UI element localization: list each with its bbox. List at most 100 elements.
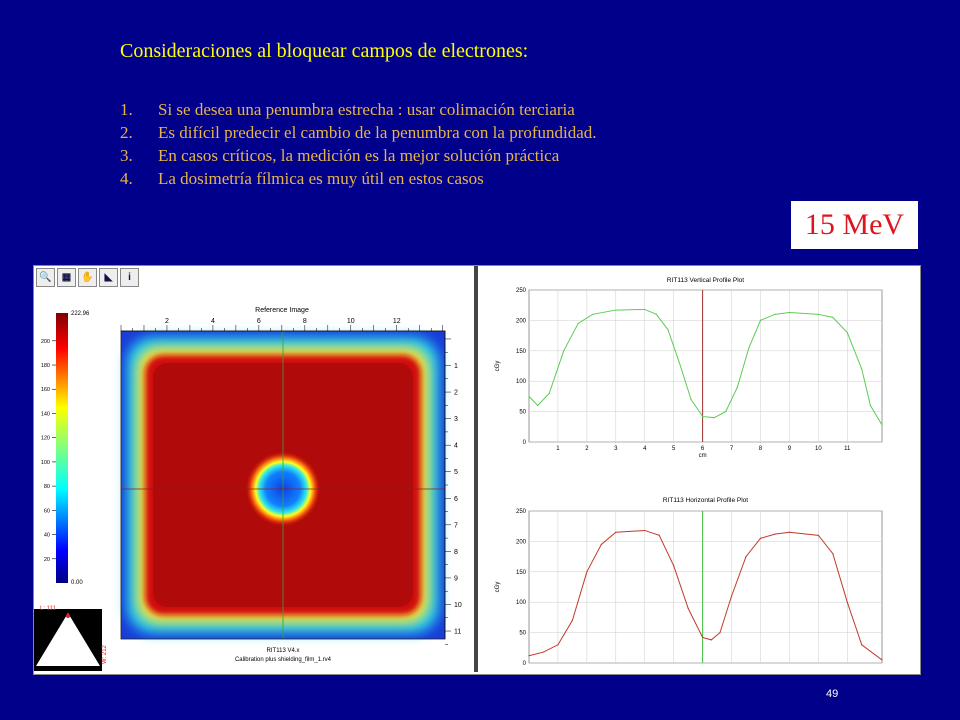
colorbar-tick-label: 200 xyxy=(41,339,50,345)
width-label: W: 212 xyxy=(102,644,108,664)
data-point xyxy=(788,311,791,314)
data-point xyxy=(759,319,762,321)
zoom-icon[interactable]: 🔍 xyxy=(36,268,55,287)
profile-line xyxy=(528,308,883,426)
image-canvas: 200 180 160 140 120 100 80 60 40 20 222.96 0.00 R… xyxy=(34,307,462,671)
data-point xyxy=(673,565,675,567)
energy-badge: 15 MeV xyxy=(791,201,918,249)
colorbar-tick-label: 20 xyxy=(44,557,50,563)
data-point xyxy=(788,531,791,533)
grid-icon[interactable]: ▦ xyxy=(57,268,76,287)
data-point xyxy=(655,313,657,315)
image-top-tick-label: 4 xyxy=(211,318,215,325)
image-right-tick-label: 6 xyxy=(454,496,458,503)
data-point xyxy=(615,309,617,311)
colorbar xyxy=(56,313,68,583)
data-point xyxy=(600,543,602,546)
list-item: 1. Si se desea una penumbra estrecha : u… xyxy=(120,98,597,121)
image-filename: Calibration plus shielding_film_1.rv4 xyxy=(235,657,332,663)
list-item: 2. Es difícil predecir el cambio de la p… xyxy=(120,121,597,144)
image-right-tick-label: 1 xyxy=(454,363,458,370)
data-point xyxy=(745,556,747,558)
y-tick-label: 100 xyxy=(516,379,527,385)
data-point xyxy=(861,368,863,370)
y-tick-label: 200 xyxy=(516,318,527,324)
profile-plots: RIT113 Vertical Profile Plot050100150200… xyxy=(495,277,883,667)
data-point xyxy=(658,534,660,536)
colorbar-tick-label: 60 xyxy=(44,508,50,514)
window-level-control[interactable]: L: 111 W: 212 xyxy=(34,606,108,671)
image-top-tick-label: 8 xyxy=(303,318,307,325)
data-point xyxy=(557,644,559,646)
colorbar-tick-label: 120 xyxy=(41,436,50,442)
pan-hand-icon[interactable]: ✋ xyxy=(78,268,97,287)
info-icon[interactable]: i xyxy=(120,268,139,287)
profile-chart: RIT113 Horizontal Profile Plot 0 50 100 150 2… xyxy=(495,497,883,667)
data-point xyxy=(690,398,692,401)
colorbar-tick-label: 160 xyxy=(41,387,50,393)
data-point xyxy=(592,313,594,315)
image-top-tick-label: 12 xyxy=(393,318,401,325)
data-point xyxy=(667,328,669,331)
plot-icon[interactable]: ◣ xyxy=(99,268,118,287)
list-item-text: En casos críticos, la medición es la mej… xyxy=(158,146,560,165)
colorbar-min-label: 0.00 xyxy=(71,580,83,586)
data-point xyxy=(687,607,689,609)
y-tick-label: 0 xyxy=(523,440,527,446)
data-point xyxy=(832,316,834,318)
data-point xyxy=(861,644,863,646)
image-top-tick-label: 2 xyxy=(165,318,169,325)
image-top-tick-label: 6 xyxy=(257,318,261,325)
x-tick-label: 8 xyxy=(759,446,763,452)
image-title: Reference Image xyxy=(255,307,309,314)
y-tick-label: 200 xyxy=(516,539,527,545)
x-tick-label: 5 xyxy=(672,446,676,452)
data-point xyxy=(846,601,848,603)
x-tick-label: 1 xyxy=(556,446,560,452)
x-tick-label: 9 xyxy=(788,446,792,452)
image-pane: 🔍 ▦ ✋ ◣ i xyxy=(34,266,478,672)
x-tick-label: 7 xyxy=(730,446,734,452)
level-label: L: 111 xyxy=(40,606,56,612)
data-point xyxy=(774,313,776,315)
data-point xyxy=(615,531,617,533)
data-point xyxy=(713,417,715,419)
data-point xyxy=(644,529,646,532)
data-point xyxy=(759,537,762,539)
y-tick-label: 0 xyxy=(523,661,527,667)
data-point xyxy=(730,595,733,597)
profile-line xyxy=(528,529,883,661)
list-item: 4. La dosimetría fílmica es muy útil en … xyxy=(120,167,597,190)
page-number: 49 xyxy=(826,688,839,700)
profile-plots-pane: RIT113 Vertical Profile Plot 0 50 100 150 200… xyxy=(480,266,920,672)
list-item-number: 4. xyxy=(120,169,133,188)
list-item: 3. En casos críticos, la medición es la … xyxy=(120,144,597,167)
data-point xyxy=(725,411,727,413)
colorbar-tick-label: 140 xyxy=(41,411,50,417)
colorbar-tick-label: 40 xyxy=(44,533,50,539)
list-item-number: 2. xyxy=(120,123,133,142)
data-point xyxy=(881,424,883,426)
profile-chart: RIT113 Vertical Profile Plot 0 50 100 150 200… xyxy=(495,277,883,459)
y-axis-label: cGy xyxy=(495,361,501,372)
chart-title: RIT113 Vertical Profile Plot xyxy=(667,277,744,284)
data-point xyxy=(736,386,738,388)
image-right-tick-label: 4 xyxy=(454,443,458,450)
list-item-text: La dosimetría fílmica es muy útil en est… xyxy=(158,169,484,188)
image-right-tick-label: 9 xyxy=(454,575,458,582)
y-tick-label: 50 xyxy=(519,410,526,416)
data-point xyxy=(537,404,539,407)
list-item-number: 3. xyxy=(120,146,133,165)
image-right-tick-label: 7 xyxy=(454,522,458,529)
y-tick-label: 50 xyxy=(519,631,526,637)
image-right-tick-label: 10 xyxy=(454,602,462,609)
x-tick-label: 10 xyxy=(815,446,822,452)
data-point xyxy=(881,659,883,661)
data-point xyxy=(542,651,545,653)
colorbar-tick-label: 180 xyxy=(41,363,50,369)
x-tick-label: 6 xyxy=(701,446,705,452)
y-tick-label: 250 xyxy=(516,509,527,515)
image-toolbar: 🔍 ▦ ✋ ◣ i xyxy=(36,268,139,288)
data-point xyxy=(710,639,712,641)
data-point xyxy=(577,322,579,325)
